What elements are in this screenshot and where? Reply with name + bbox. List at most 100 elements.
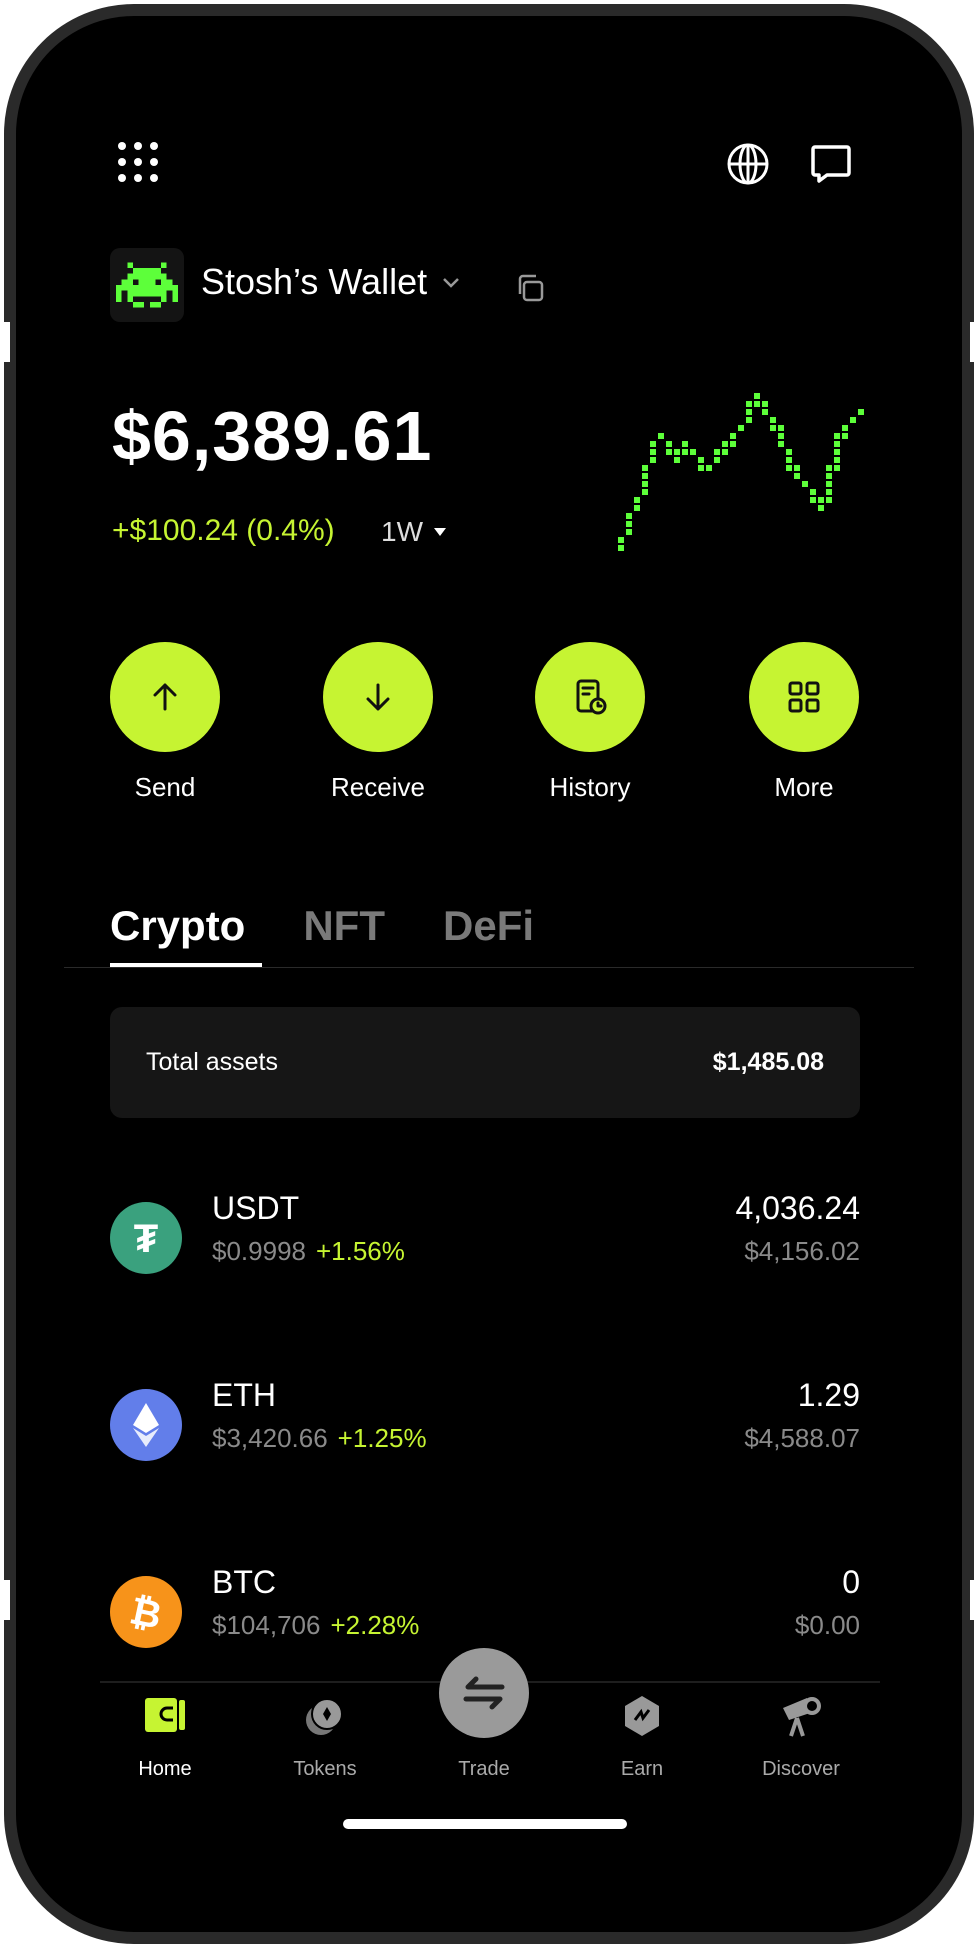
action-send-button[interactable]: Send [95,642,235,803]
sparkline-pixel [626,521,632,527]
sparkline-pixel [682,449,688,455]
chevron-down-icon [443,278,459,288]
asset-change: +1.56% [315,1236,405,1266]
sparkline-pixel [850,417,856,423]
svg-text:₿: ₿ [126,1590,165,1638]
sparkline-pixel [834,465,840,471]
sparkline-pixel [642,489,648,495]
balance-change: +$100.24 (0.4%) [112,514,335,547]
asset-value: $0.00 [794,1610,860,1640]
sparkline-pixel [698,465,704,471]
sparkline-pixel [722,441,728,447]
sparkline-pixel [858,409,864,415]
sparkline-pixel [754,393,760,399]
sparkline-pixel [826,481,832,487]
sparkline-pixel [746,401,752,407]
action-circle [323,642,433,752]
total-assets-label: Total assets [146,1048,279,1076]
asset-row-btc[interactable]: ₿ BTC $104,706 +2.28% 0 $0.00 [110,1564,860,1664]
sparkline-pixel [778,425,784,431]
sparkline-pixel [706,465,712,471]
tab-defi[interactable]: DeFi [443,902,535,949]
action-more-button[interactable]: More [734,642,874,803]
sparkline-pixel [674,449,680,455]
svg-text:₮: ₮ [134,1217,158,1261]
caret-down-icon [434,528,446,536]
sparkline-pixel [826,473,832,479]
asset-tabs: Crypto NFT DeFi [110,902,534,950]
asset-change: +2.28% [330,1610,420,1640]
sparkline-pixel [834,457,840,463]
asset-amount: 0 [842,1564,860,1600]
sparkline-pixel [658,433,664,439]
tab-crypto[interactable]: Crypto [110,902,246,949]
action-label: Receive [331,772,425,802]
action-receive-button[interactable]: Receive [308,642,448,803]
total-assets-value: $1,485.08 [712,1048,824,1076]
sparkline-pixel [794,473,800,479]
trade-button[interactable] [439,1648,529,1738]
sparkline-pixel [786,457,792,463]
period-selector[interactable]: 1W [381,516,447,548]
sparkline-pixel [826,489,832,495]
sparkline-pixel [650,449,656,455]
sparkline-pixel [770,425,776,431]
globe-icon[interactable] [720,136,776,192]
wallet-selector[interactable]: Stosh’s Wallet [201,261,461,303]
nav-earn[interactable]: Earn [577,1688,707,1781]
arrow-down-icon [366,683,390,711]
tab-nft[interactable]: NFT [303,902,385,949]
sparkline-pixel [746,417,752,423]
sparkline-pixel [730,441,736,447]
sparkline-pixel [842,433,848,439]
copy-icon[interactable] [510,268,550,308]
asset-row-eth[interactable]: ETH $3,420.66 +1.25% 1.29 $4,588.07 [110,1377,860,1477]
sparkline-pixel [642,481,648,487]
sparkline-pixel [826,497,832,503]
space-invader-icon [116,262,178,308]
nav-discover[interactable]: Discover [736,1688,866,1781]
home-indicator[interactable] [343,1819,627,1829]
earn-icon [577,1688,707,1744]
sparkline-pixel [754,401,760,407]
tokens-icon [260,1688,390,1744]
asset-symbol: USDT [212,1190,300,1226]
sparkline-pixel [650,457,656,463]
nav-label: Trade [458,1758,510,1780]
sparkline-pixel [842,425,848,431]
asset-value: $4,588.07 [744,1423,860,1453]
sparkline-pixel [666,449,672,455]
avatar[interactable] [110,248,184,322]
sparkline-pixel [642,465,648,471]
sparkline-pixel [618,545,624,551]
side-button [970,1580,980,1620]
nav-tokens[interactable]: Tokens [260,1688,390,1781]
action-history-button[interactable]: History [520,642,660,803]
total-balance: $6,389.61 [112,397,433,475]
action-label: History [549,772,631,802]
nav-home[interactable]: Home [100,1688,230,1781]
history-icon [576,679,607,715]
screen: Stosh’s Wallet $6,389.61 +$100.24 (0.4%)… [16,16,962,1932]
sparkline-pixel [626,513,632,519]
sparkline-pixel [770,417,776,423]
side-button [0,1580,10,1620]
sparkline-pixel [674,457,680,463]
nav-trade[interactable]: Trade [419,1688,549,1781]
tabs-divider [64,967,914,968]
sparkline-pixel [802,481,808,487]
action-circle [110,642,220,752]
sparkline-pixel [618,537,624,543]
sparkline-pixel [762,401,768,407]
side-button [970,322,980,362]
sparkline-pixel [826,465,832,471]
grid-dots-icon[interactable] [110,134,166,190]
total-assets-card: Total assets $1,485.08 [110,1007,860,1118]
active-tab-indicator [110,963,262,967]
eth-logo-icon [110,1389,182,1461]
asset-amount: 4,036.24 [735,1190,860,1226]
chat-bubble-icon[interactable] [803,136,859,192]
sparkline-pixel [738,425,744,431]
asset-price: $104,706 [212,1610,321,1640]
asset-row-usdt[interactable]: ₮ USDT $0.9998 +1.56% 4,036.24 $4,156.02 [110,1190,860,1290]
